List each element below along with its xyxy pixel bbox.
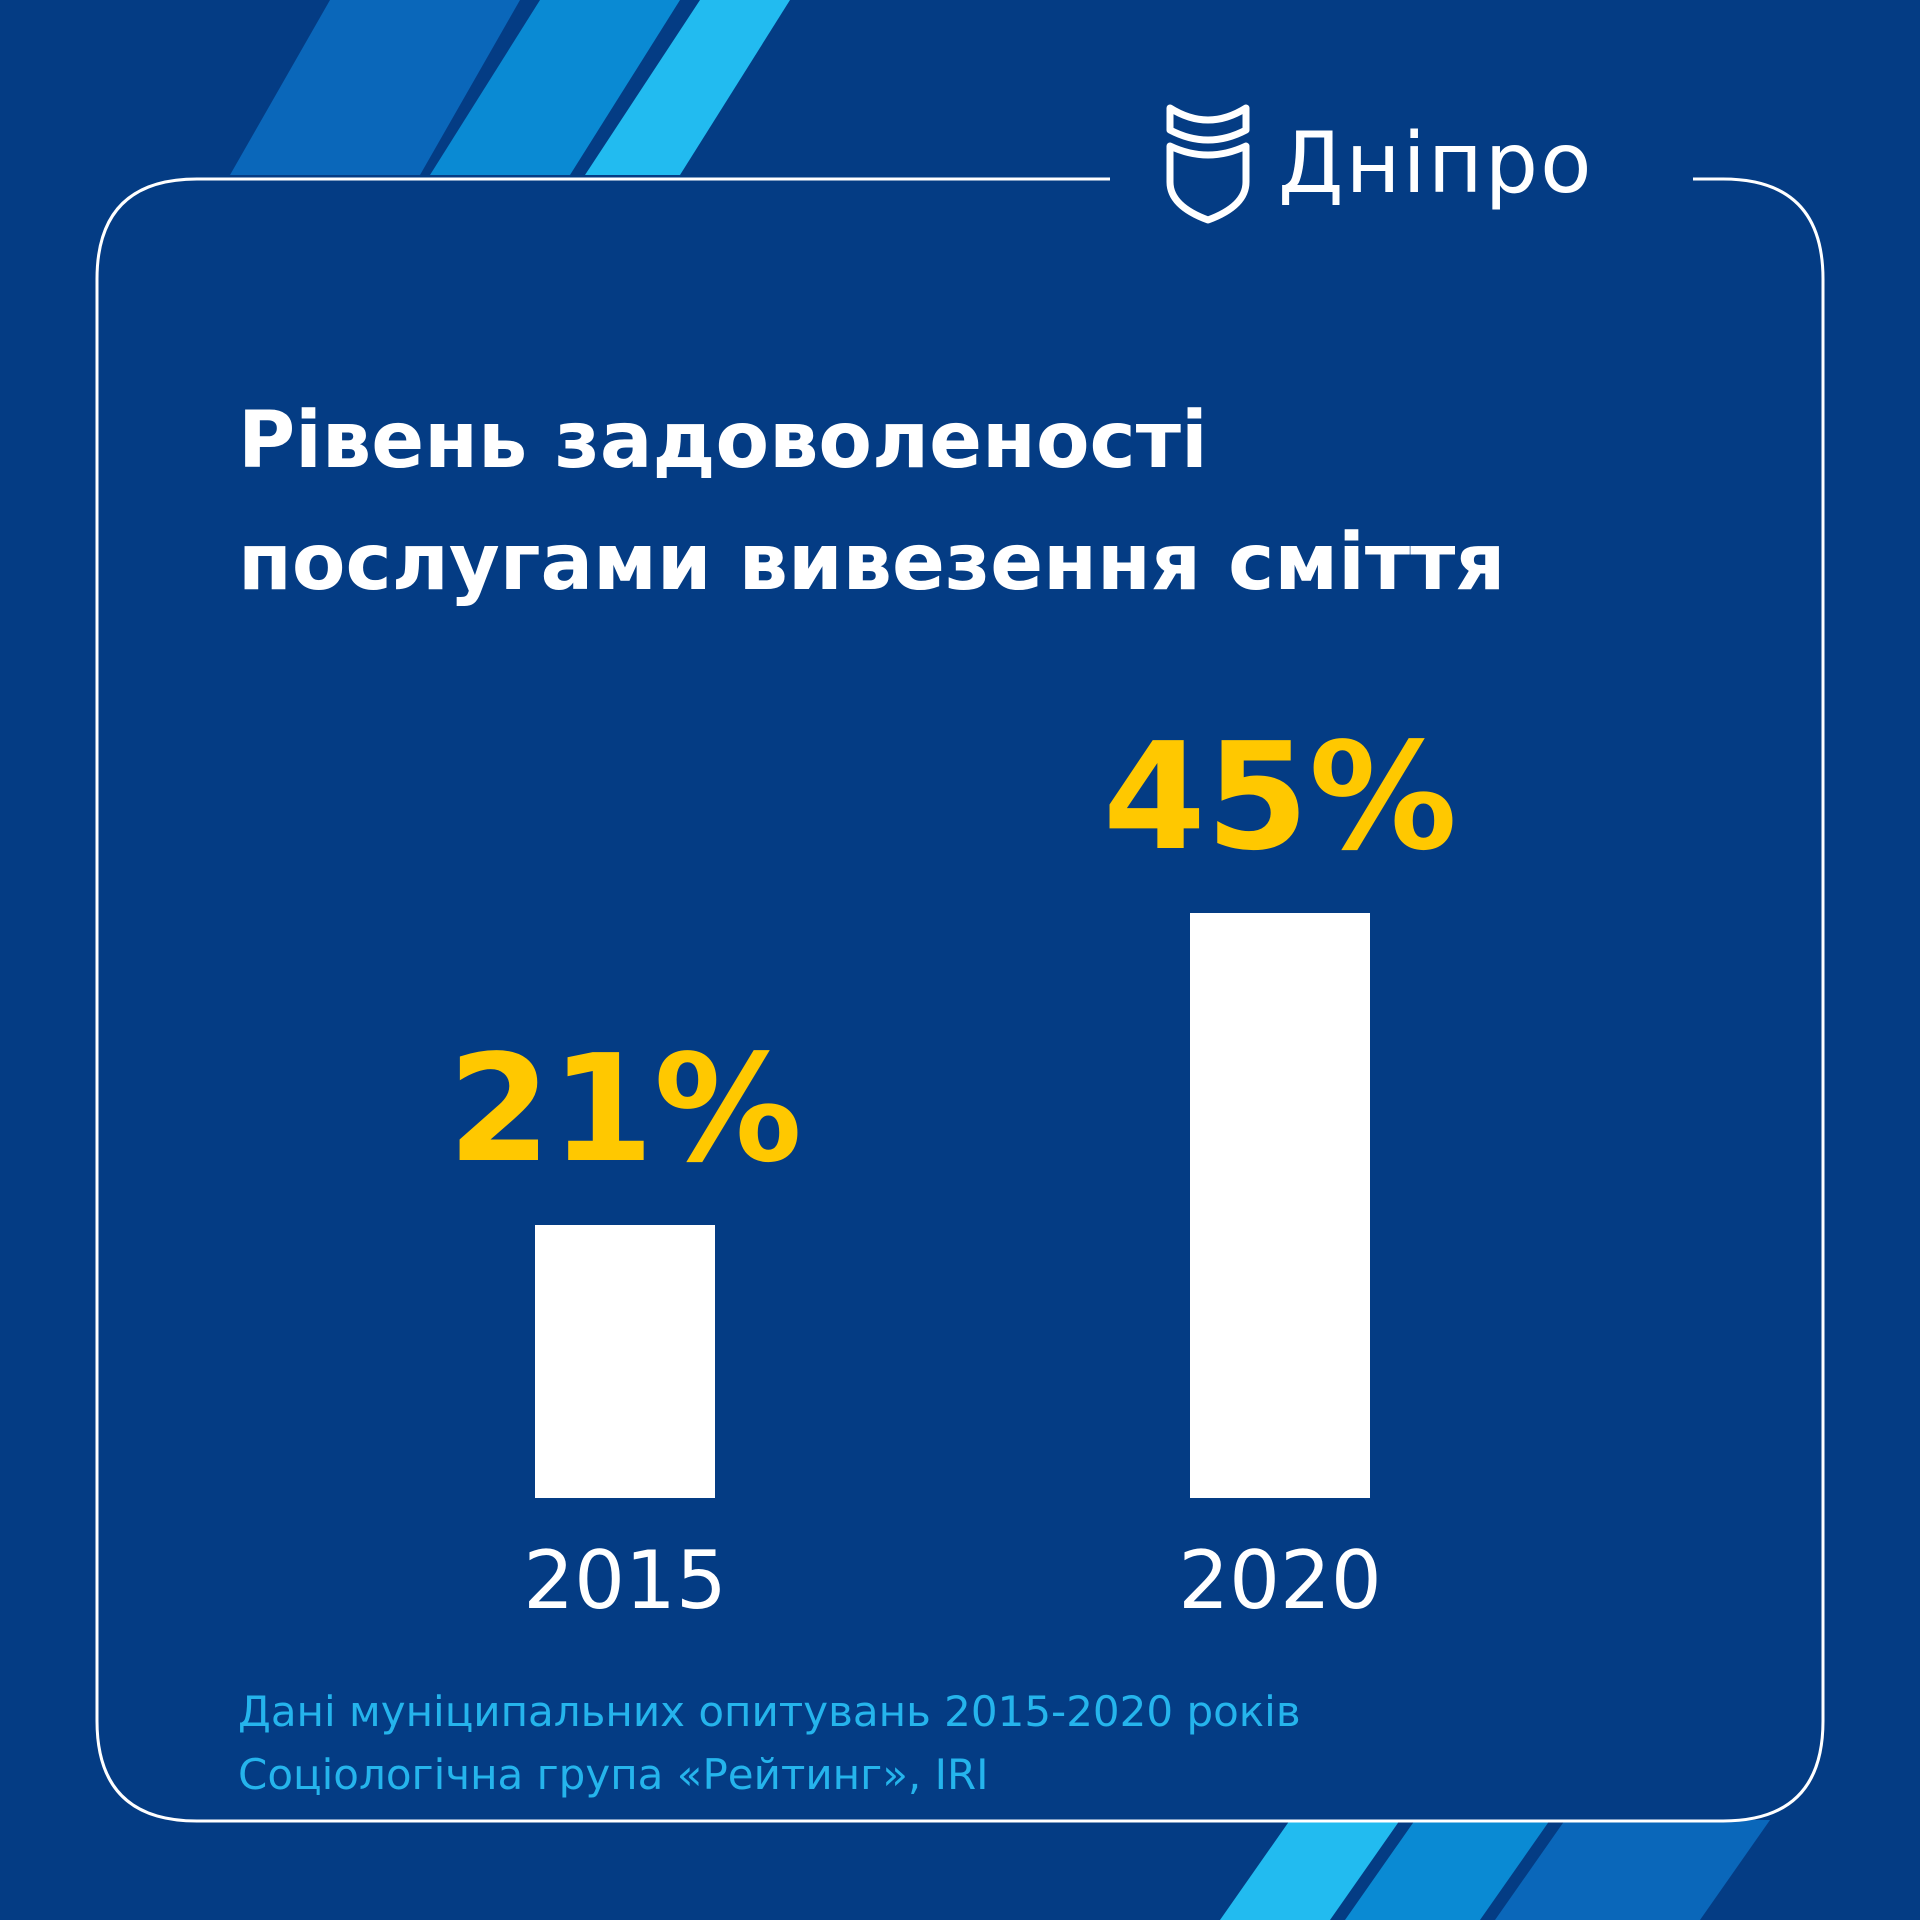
source-line-2: Соціологічна група «Рейтинг», IRI bbox=[238, 1750, 989, 1799]
value-label-2020: 45% bbox=[1103, 711, 1457, 883]
bar-2015 bbox=[535, 1225, 715, 1498]
shield-icon bbox=[1166, 104, 1250, 224]
stripe-top-left-3 bbox=[585, 0, 790, 175]
source-note: Дані муніципальних опитувань 2015-2020 р… bbox=[238, 1680, 1301, 1806]
source-line-1: Дані муніципальних опитувань 2015-2020 р… bbox=[238, 1687, 1301, 1736]
stripe-bottom-right-2 bbox=[1345, 1820, 1550, 1920]
stripe-top-left-1 bbox=[230, 0, 520, 175]
city-logo: Дніпро bbox=[1160, 98, 1594, 228]
stripe-top-left-2 bbox=[430, 0, 680, 175]
stripe-bottom-right-3 bbox=[1495, 1820, 1770, 1920]
value-label-2015: 21% bbox=[448, 1023, 802, 1195]
category-label-2015: 2015 bbox=[523, 1534, 727, 1627]
title-line-1: Рівень задоволеності bbox=[238, 396, 1208, 486]
category-label-2020: 2020 bbox=[1178, 1534, 1382, 1627]
stripe-bottom-right-1 bbox=[1220, 1820, 1400, 1920]
bar-2020 bbox=[1190, 913, 1370, 1498]
city-name: Дніпро bbox=[1278, 114, 1594, 212]
title-line-2: послугами вивезення сміття bbox=[238, 518, 1506, 608]
page-title: Рівень задоволеності послугами вивезення… bbox=[238, 380, 1638, 624]
